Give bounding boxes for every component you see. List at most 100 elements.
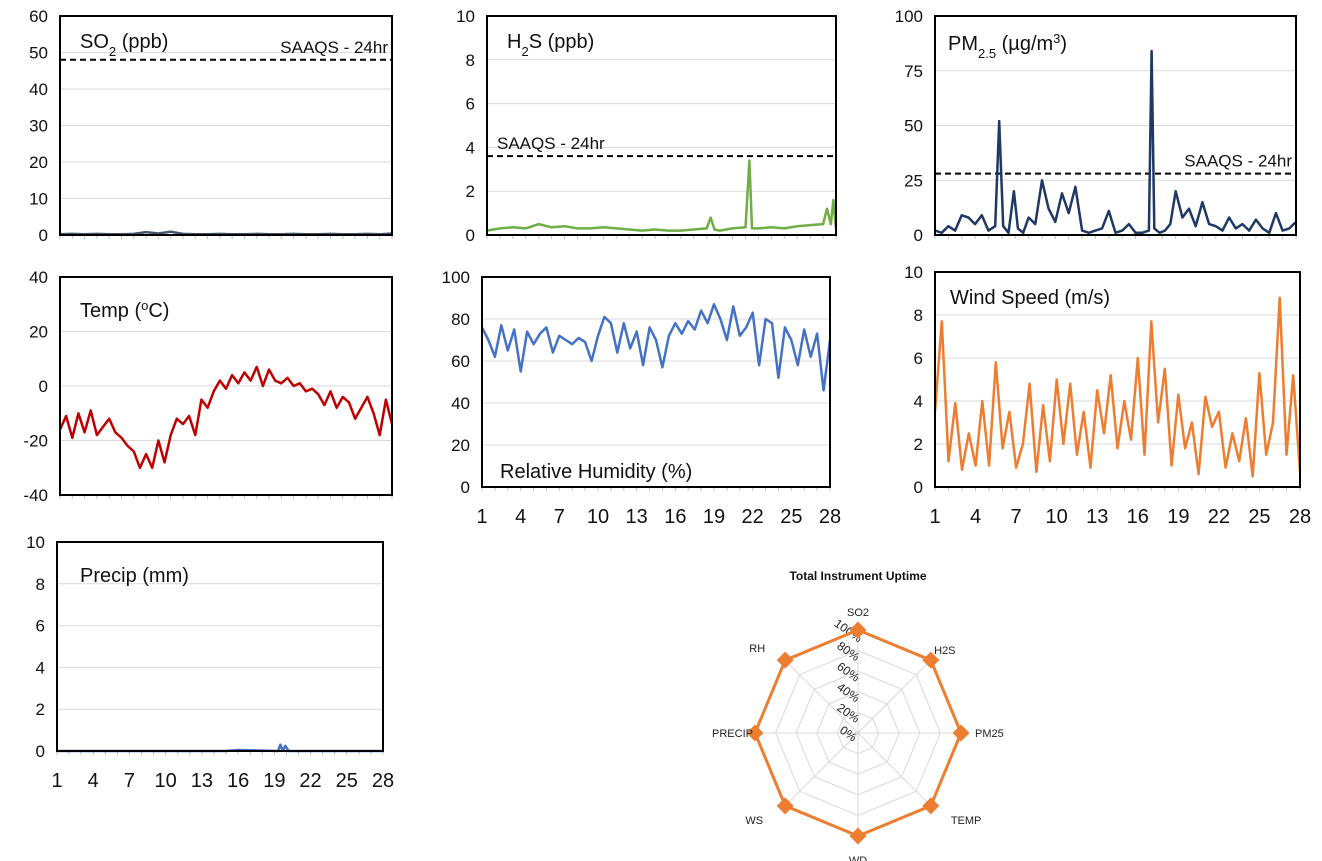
radar-axis-label: H2S [934,645,955,657]
y-tick-label: 6 [466,95,475,114]
y-tick-label: 50 [904,117,923,136]
y-tick-label: 2 [466,182,475,201]
x-tick-label: 16 [227,770,249,792]
radar-point [776,797,794,815]
y-tick-label: 4 [914,392,923,411]
radar-point [776,651,794,669]
x-tick-label: 19 [1167,506,1189,528]
y-tick-label: 0 [914,478,923,497]
radar-spoke [784,659,859,734]
h2s-chart-title: H2S (ppb) [507,31,594,59]
x-tick-label: 22 [299,770,321,792]
y-tick-label: 40 [451,394,470,413]
series-line [480,303,832,392]
y-tick-label: 60 [29,7,48,26]
plot-frame [59,15,393,236]
y-tick-label: 2 [36,700,45,719]
radar-spoke [784,732,859,807]
y-tick-label: 6 [36,617,45,636]
radar-point [952,724,970,742]
ws-chart-title: Wind Speed (m/s) [950,287,1110,309]
radar-point [849,621,867,639]
y-tick-label: 10 [456,7,475,26]
so2-chart-title: SO2 (ppb) [80,31,168,59]
x-tick-label: 1 [476,506,487,528]
y-tick-label: 10 [26,533,45,552]
x-tick-label: 4 [515,506,526,528]
y-tick-label: 0 [466,226,475,245]
y-tick-label: 40 [29,268,48,287]
x-tick-label: 13 [626,506,648,528]
y-tick-label: 8 [914,306,923,325]
plot-frame [56,541,384,752]
temp-chart-title: Temp (oC) [80,298,169,323]
x-tick-label: 19 [703,506,725,528]
radar-axis-label: RH [749,643,765,655]
radar-axis-label: SO2 [847,607,869,619]
y-tick-label: 100 [895,7,923,26]
x-tick-label: 25 [336,770,358,792]
saaqs-label: SAAQS - 24hr [280,38,388,57]
plot-frame [934,271,1301,488]
x-tick-label: 10 [587,506,609,528]
x-tick-label: 28 [372,770,394,792]
y-tick-label: 2 [914,435,923,454]
x-tick-label: 4 [88,770,99,792]
radar-axis-label: PRECIP [712,728,753,740]
y-tick-label: 4 [36,658,45,677]
x-tick-label: 28 [1289,506,1311,528]
x-tick-label: 7 [124,770,135,792]
y-tick-label: 0 [914,226,923,245]
plot-frame [486,15,837,236]
x-tick-label: 16 [1127,506,1149,528]
radar-title: Total Instrument Uptime [789,569,926,583]
y-tick-label: -20 [23,432,48,451]
precip-chart-title: Precip (mm) [80,565,189,587]
y-tick-label: 80 [451,310,470,329]
y-tick-label: 20 [451,436,470,455]
plot-frame [59,276,393,496]
x-tick-label: 22 [742,506,764,528]
y-tick-label: 6 [914,349,923,368]
y-tick-label: 50 [29,44,48,63]
x-tick-label: 7 [554,506,565,528]
y-tick-label: 0 [39,226,48,245]
y-tick-label: 0 [39,377,48,396]
y-tick-label: -40 [23,486,48,505]
radar-point [746,724,764,742]
y-tick-label: 20 [29,153,48,172]
x-tick-label: 28 [819,506,841,528]
x-tick-label: 16 [664,506,686,528]
saaqs-label: SAAQS - 24hr [1184,152,1292,171]
x-tick-label: 25 [1248,506,1270,528]
series-line [58,365,394,470]
y-tick-label: 8 [36,575,45,594]
x-tick-label: 1 [929,506,940,528]
ws-chart: 0 2 4 6 8 10 1 4 7 10 13 16 19 22 25 28 Wind Speed (m/s) [904,263,1311,528]
radar-spoke [857,659,932,734]
radar-axis-label: PM25 [975,728,1004,740]
x-tick-label: 25 [780,506,802,528]
series-line [933,296,1302,478]
x-tick-label: 1 [51,770,62,792]
radar-axis-label: TEMP [951,815,982,827]
y-tick-label: 75 [904,62,923,81]
radar-point [849,827,867,845]
x-tick-label: 10 [1046,506,1068,528]
rh-chart-title: Relative Humidity (%) [500,461,692,483]
y-tick-label: 60 [451,352,470,371]
y-tick-label: 0 [36,742,45,761]
series-line [486,159,838,232]
x-tick-label: 10 [155,770,177,792]
series-line [59,230,393,236]
pm25-chart-title: PM2.5 (µg/m3) [948,31,1067,61]
y-tick-label: 25 [904,171,923,190]
y-tick-label: 100 [442,268,470,287]
radar-point [922,651,940,669]
plot-frame [481,276,831,488]
y-tick-label: 10 [29,190,48,209]
x-tick-label: 13 [1086,506,1108,528]
radar-spoke [857,732,932,807]
x-tick-label: 22 [1208,506,1230,528]
y-tick-label: 20 [29,323,48,342]
